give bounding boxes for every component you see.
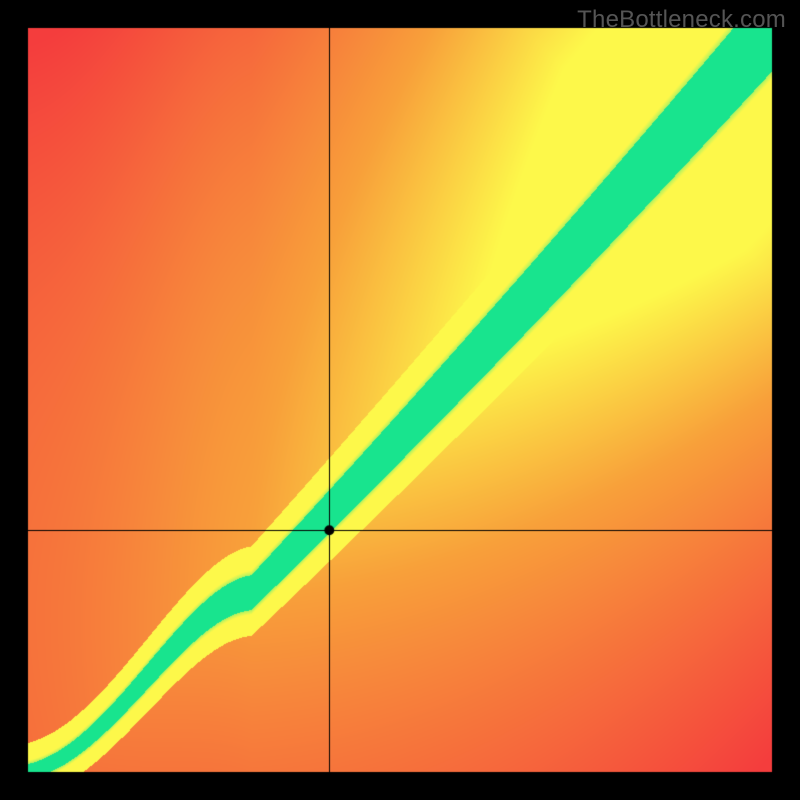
watermark-text: TheBottleneck.com xyxy=(577,6,786,34)
bottleneck-heatmap xyxy=(0,0,800,800)
chart-container: TheBottleneck.com xyxy=(0,0,800,800)
